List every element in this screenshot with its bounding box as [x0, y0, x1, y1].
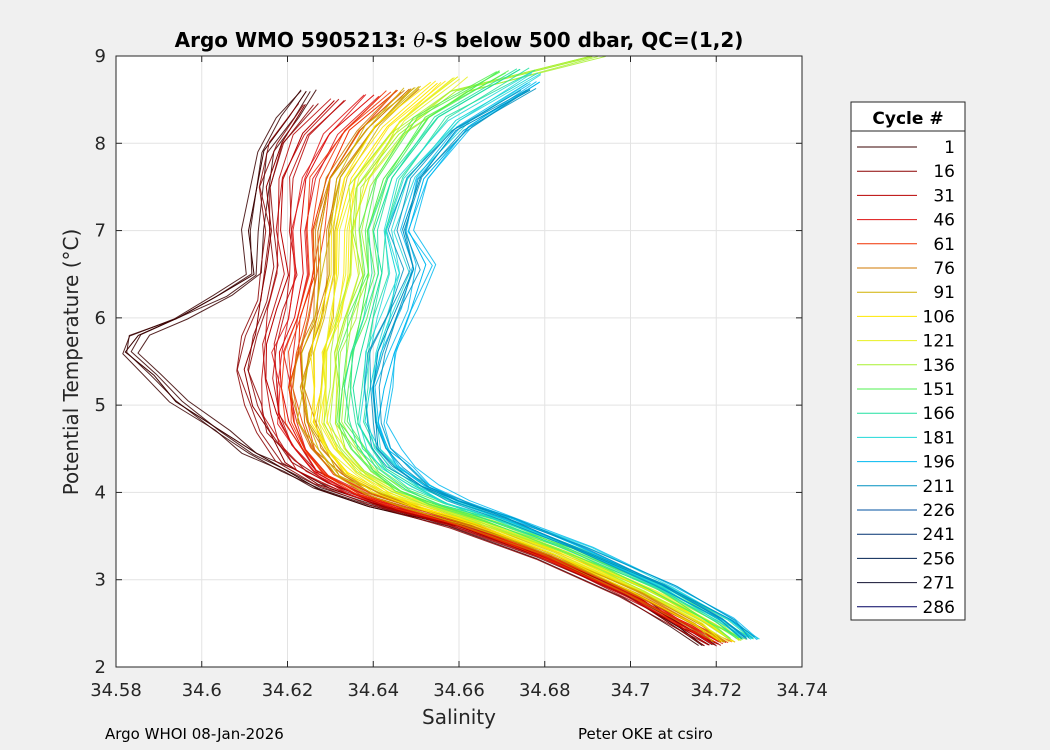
- legend-label: 31: [933, 186, 955, 206]
- series-line-cycle-1: [122, 90, 699, 647]
- series-line-cycle-61: [280, 91, 717, 643]
- legend: Cycle # 11631466176911061211361511661811…: [850, 101, 966, 621]
- series-line-cycle-106: [312, 82, 733, 643]
- series-line-cycle-151: [338, 71, 742, 639]
- chart-title: Argo WMO 5905213: θ-S below 500 dbar, QC…: [175, 28, 744, 52]
- y-axis-label: Potential Temperature (°C): [59, 229, 83, 496]
- series-line-cycle-166: [343, 68, 737, 639]
- series-line-cycle-196: [385, 81, 759, 640]
- x-tick-label: 34.74: [776, 680, 828, 701]
- legend-label: 1: [944, 138, 955, 158]
- legend-label: 181: [923, 428, 955, 448]
- legend-label: 196: [923, 453, 955, 473]
- y-tick-label: 9: [95, 46, 106, 67]
- axis-ticks: 34.58 34.6 34.62 34.64 34.66 34.68 34.7 34.72 34…: [90, 46, 828, 701]
- series-line-cycle-136: [341, 56, 742, 642]
- y-tick-label: 2: [95, 657, 106, 678]
- chart-title-prefix: Argo WMO 5905213:: [175, 28, 414, 52]
- legend-label: 271: [923, 574, 955, 594]
- legend-items: 1 16 31 46 61 76 91 106 121 136 151 166 181 196 211 226…: [857, 138, 955, 618]
- legend-box: [850, 101, 966, 621]
- series-line-cycle-91: [300, 87, 724, 643]
- legend-label: 226: [923, 501, 955, 521]
- legend-label: 121: [923, 332, 955, 352]
- legend-label: 106: [923, 307, 955, 327]
- footer-left: Argo WHOI 08-Jan-2026: [105, 725, 284, 743]
- y-tick-label: 7: [95, 221, 106, 242]
- y-tick-label: 6: [95, 308, 106, 329]
- series-line-cycle-61: [287, 90, 721, 642]
- data-series: [122, 56, 760, 647]
- legend-label: 16: [933, 162, 955, 182]
- y-tick-label: 3: [95, 570, 106, 591]
- x-tick-label: 34.62: [262, 680, 314, 701]
- y-tick-label: 5: [95, 395, 106, 416]
- series-line-cycle-76: [288, 89, 714, 642]
- series-line-cycle-106: [310, 80, 723, 642]
- x-tick-label: 34.7: [610, 680, 650, 701]
- x-tick-label: 34.72: [690, 680, 742, 701]
- x-tick-label: 34.66: [433, 680, 485, 701]
- series-line-cycle-211: [378, 87, 750, 639]
- legend-label: 166: [923, 404, 955, 424]
- series-line-cycle-46: [278, 94, 720, 643]
- series-line-cycle-211: [364, 89, 743, 640]
- series-line-cycle-211: [372, 88, 755, 638]
- x-tick-label: 34.6: [182, 680, 222, 701]
- chart-title-theta: θ: [413, 28, 425, 52]
- footer-right: Peter OKE at csiro: [578, 725, 713, 743]
- legend-label: 91: [933, 283, 955, 303]
- series-line-cycle-136: [334, 56, 741, 641]
- x-tick-label: 34.64: [347, 680, 399, 701]
- series-line-cycle-61: [288, 89, 722, 643]
- legend-label: 136: [923, 356, 955, 376]
- series-line-cycle-121: [318, 77, 730, 643]
- legend-label: 151: [923, 380, 955, 400]
- series-line-cycle-196: [383, 81, 758, 641]
- x-tick-label: 34.58: [90, 680, 142, 701]
- series-line-cycle-121: [326, 78, 742, 641]
- legend-label: 46: [933, 211, 955, 231]
- legend-label: 61: [933, 235, 955, 255]
- legend-label: 76: [933, 259, 955, 279]
- series-line-cycle-76: [292, 89, 722, 643]
- series-line-cycle-16: [236, 103, 705, 647]
- legend-title: Cycle #: [872, 109, 943, 129]
- x-axis-label: Salinity: [422, 705, 496, 729]
- series-line-cycle-211: [369, 89, 747, 638]
- series-line-cycle-166: [349, 68, 742, 638]
- y-tick-label: 4: [95, 482, 106, 503]
- x-tick-label: 34.68: [519, 680, 571, 701]
- legend-label: 211: [923, 477, 955, 497]
- y-tick-label: 8: [95, 133, 106, 154]
- series-line-cycle-16: [236, 104, 709, 646]
- chart-title-suffix: -S below 500 dbar, QC=(1,2): [425, 28, 743, 52]
- series-line-cycle-211: [372, 89, 748, 640]
- legend-label: 256: [923, 549, 955, 569]
- series-line-cycle-121: [317, 77, 728, 641]
- legend-label: 241: [923, 525, 955, 545]
- legend-label: 286: [923, 598, 955, 618]
